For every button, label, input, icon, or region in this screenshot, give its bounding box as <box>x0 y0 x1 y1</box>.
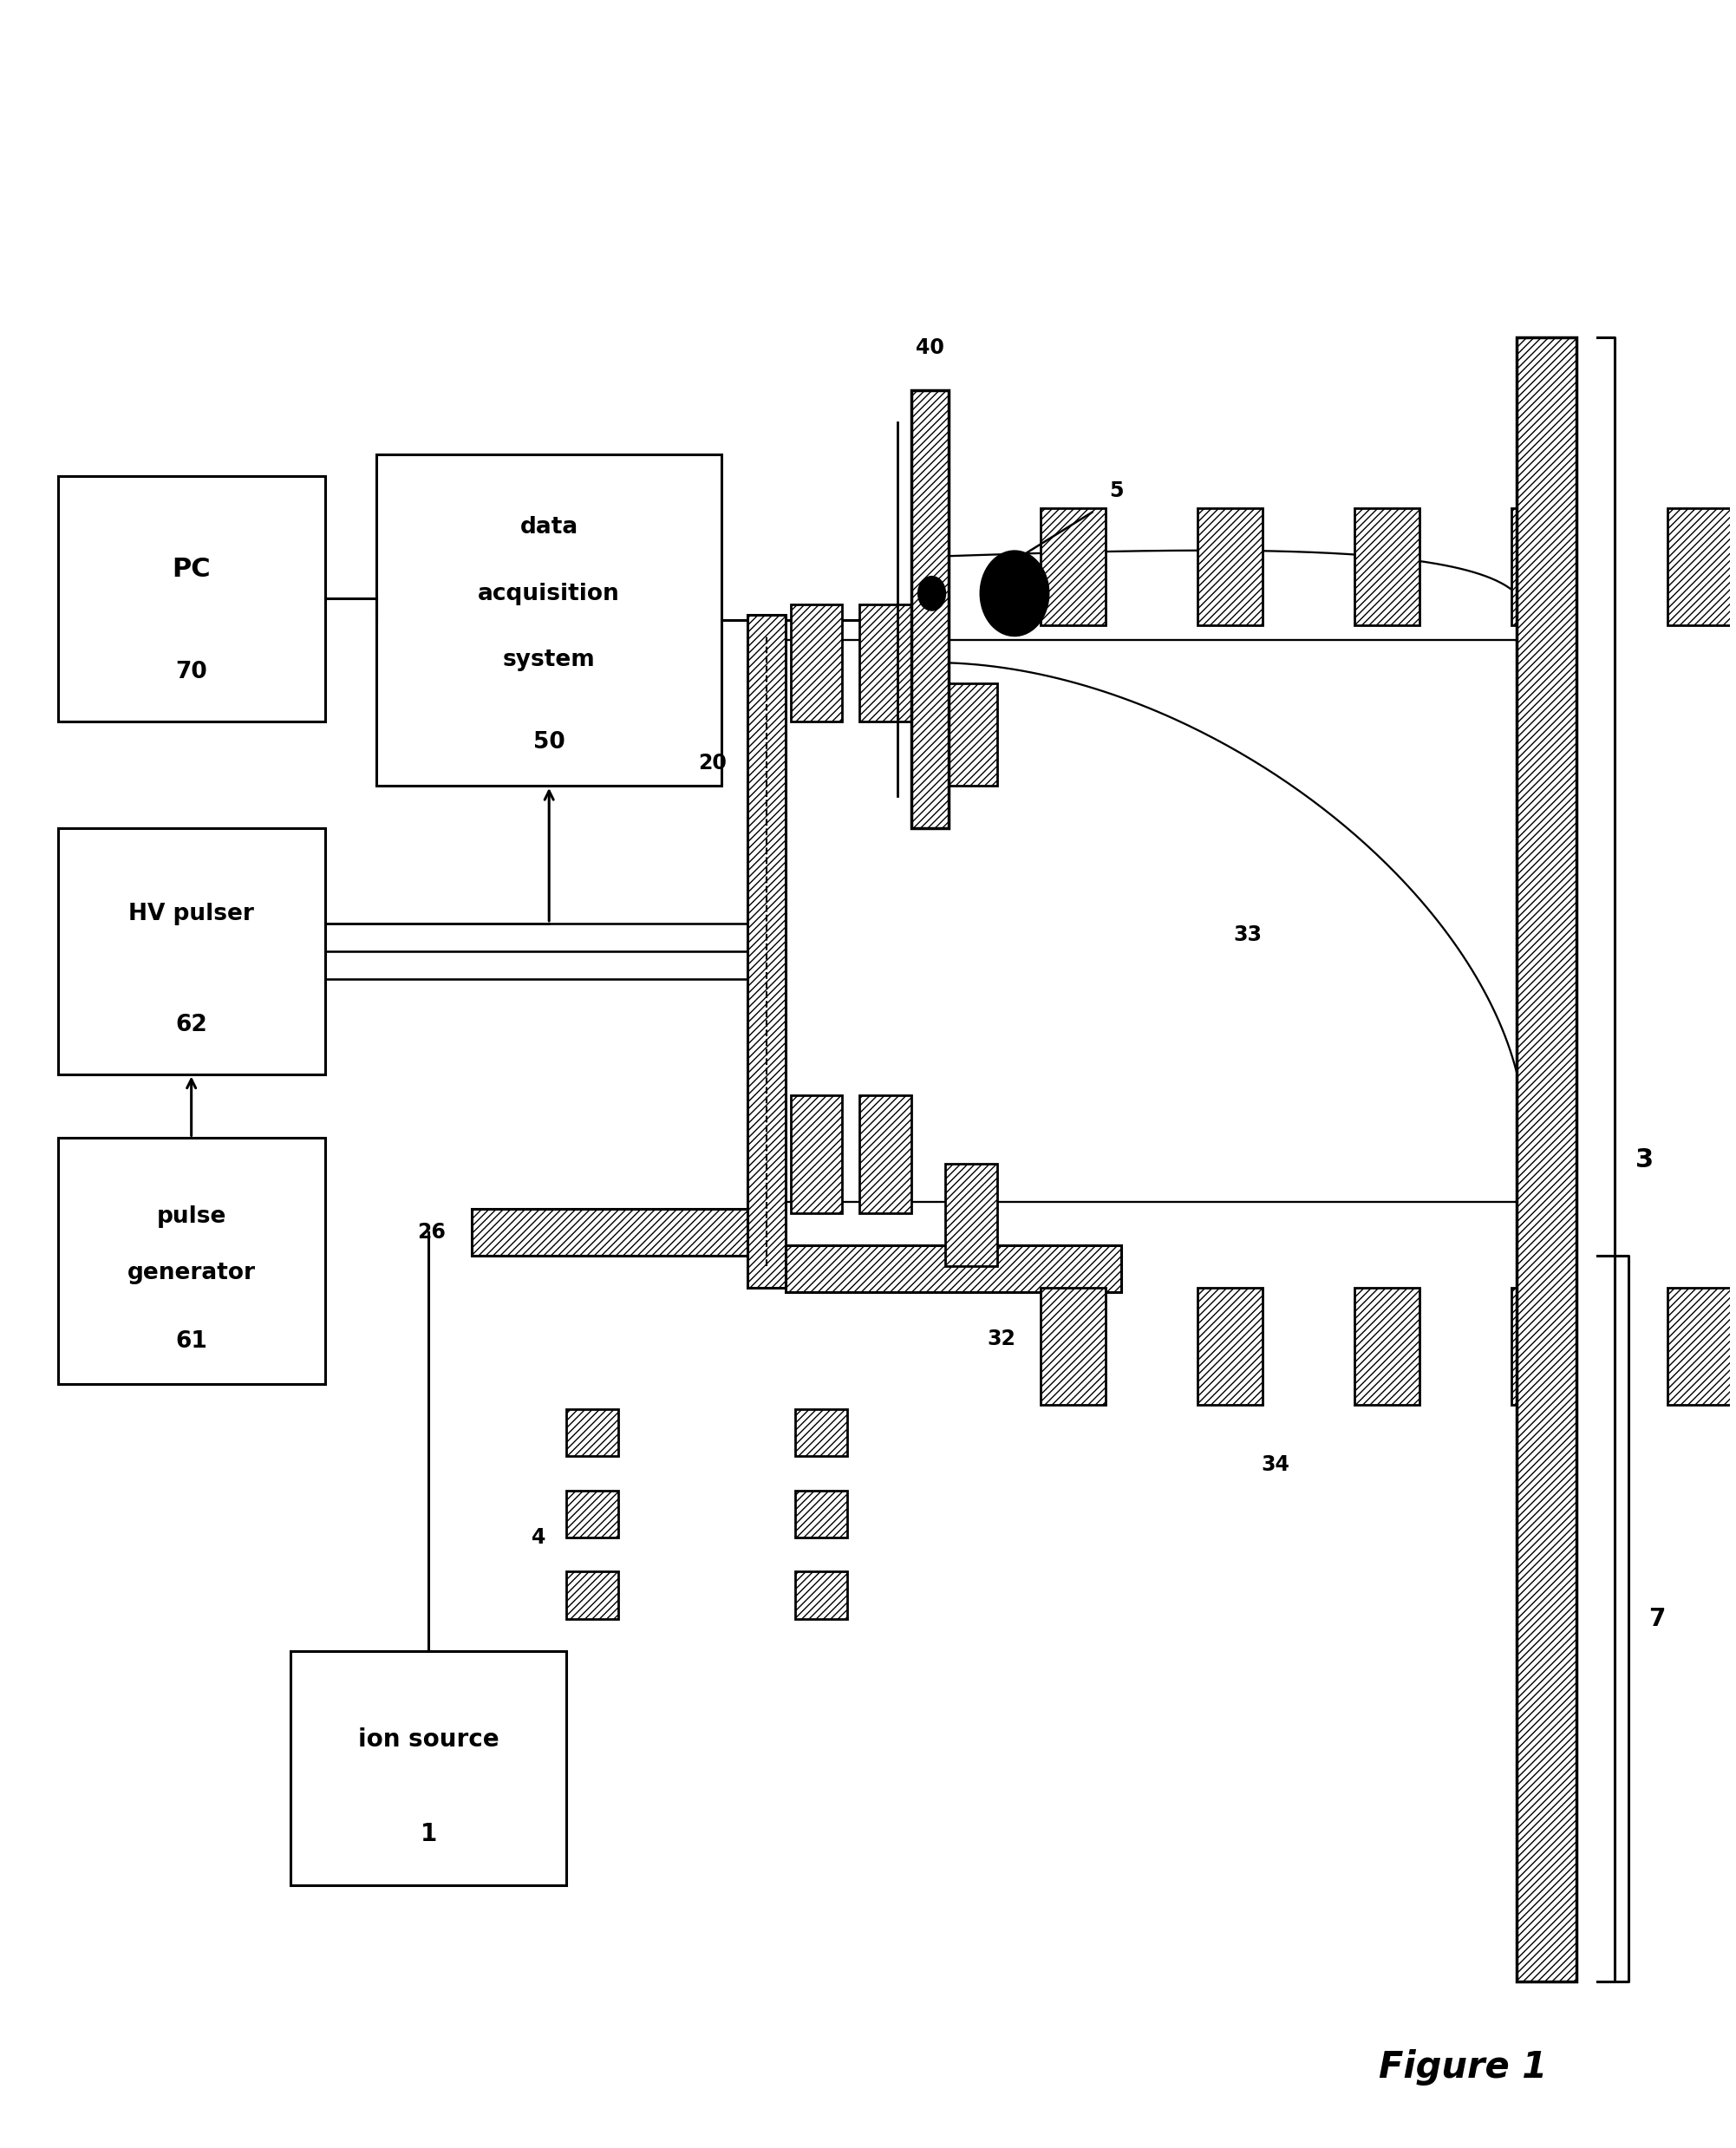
Bar <box>1040 1287 1106 1405</box>
Text: 7: 7 <box>1649 1607 1667 1630</box>
Bar <box>911 391 950 829</box>
Text: 3: 3 <box>1635 1147 1653 1173</box>
Text: 33: 33 <box>1233 926 1262 945</box>
Bar <box>1354 507 1420 625</box>
Text: 50: 50 <box>533 730 564 754</box>
Bar <box>785 1246 1121 1291</box>
Bar <box>472 1209 746 1257</box>
Bar <box>859 1095 911 1214</box>
Text: HV pulser: HV pulser <box>128 902 253 926</box>
Bar <box>1668 507 1734 625</box>
Bar <box>1354 1287 1420 1405</box>
Bar <box>566 1572 618 1620</box>
Text: 40: 40 <box>917 337 944 359</box>
Text: data: data <box>519 516 578 539</box>
Bar <box>57 1138 325 1383</box>
Text: 61: 61 <box>175 1330 207 1353</box>
Text: 26: 26 <box>417 1222 446 1242</box>
Bar <box>57 829 325 1074</box>
Circle shape <box>981 550 1049 636</box>
Bar <box>290 1650 566 1886</box>
Bar <box>946 683 996 786</box>
Text: 32: 32 <box>988 1327 1016 1349</box>
Bar <box>1040 507 1106 625</box>
Text: 4: 4 <box>531 1527 545 1549</box>
Bar <box>946 1164 996 1265</box>
Text: 20: 20 <box>698 752 727 773</box>
Text: Figure 1: Figure 1 <box>1378 2049 1547 2086</box>
Text: 34: 34 <box>1262 1454 1290 1476</box>
Bar <box>859 604 911 722</box>
Bar <box>1198 507 1262 625</box>
Bar <box>1510 1287 1576 1405</box>
Text: system: system <box>503 649 595 670</box>
Text: 5: 5 <box>1109 481 1123 500</box>
Bar <box>795 1491 847 1538</box>
Text: ion source: ion source <box>358 1727 498 1753</box>
Bar <box>790 604 842 722</box>
Bar <box>795 1409 847 1456</box>
Bar <box>566 1491 618 1538</box>
Bar <box>377 455 722 786</box>
Bar <box>1510 507 1576 625</box>
Bar <box>790 1095 842 1214</box>
Text: generator: generator <box>127 1261 255 1285</box>
Circle shape <box>918 576 946 610</box>
Bar <box>1198 1287 1262 1405</box>
Text: 1: 1 <box>420 1822 437 1845</box>
Bar <box>746 614 785 1287</box>
Text: acquisition: acquisition <box>477 582 620 606</box>
Bar <box>1668 1287 1734 1405</box>
Text: 70: 70 <box>175 662 207 683</box>
Text: pulse: pulse <box>156 1205 226 1229</box>
Bar <box>1516 337 1576 1983</box>
Text: PC: PC <box>172 556 210 582</box>
Text: 62: 62 <box>175 1014 207 1035</box>
Bar <box>57 477 325 722</box>
Bar <box>795 1572 847 1620</box>
Bar <box>566 1409 618 1456</box>
